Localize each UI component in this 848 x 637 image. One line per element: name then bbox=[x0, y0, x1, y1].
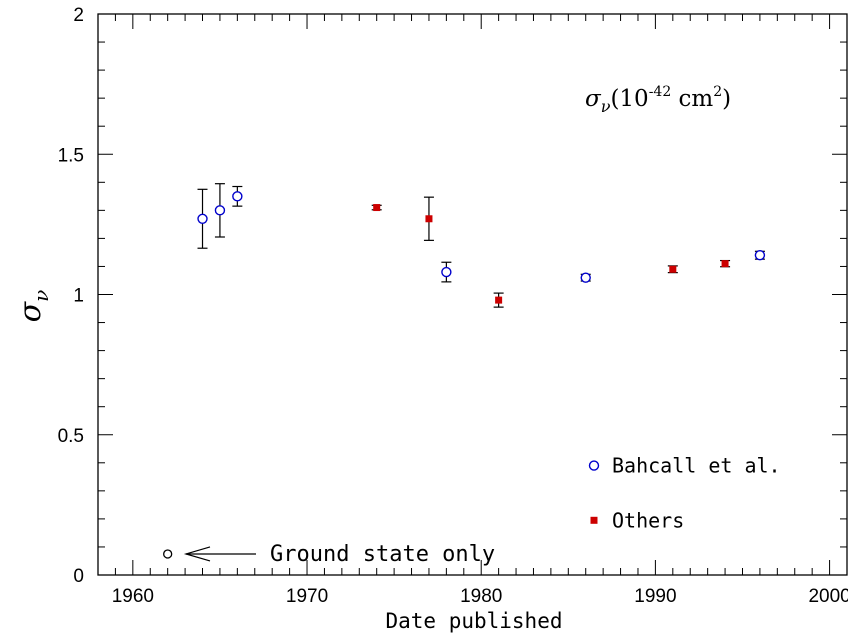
data-point bbox=[441, 261, 452, 283]
marker-filled-square bbox=[425, 215, 433, 223]
legend-label: Others bbox=[612, 508, 684, 532]
annotation-marker bbox=[163, 549, 173, 559]
data-point bbox=[197, 188, 208, 249]
marker-filled-square bbox=[373, 204, 381, 212]
plot-frame bbox=[97, 13, 848, 576]
x-tick-label: 1970 bbox=[286, 586, 328, 607]
x-tick-label: 1990 bbox=[634, 586, 676, 607]
data-point bbox=[720, 259, 731, 268]
units-subscript: ν bbox=[601, 97, 611, 116]
units-unit: cm bbox=[671, 86, 713, 112]
units-symbol: σ bbox=[585, 86, 602, 112]
units-close: ) bbox=[722, 86, 731, 112]
data-point bbox=[371, 204, 382, 212]
x-tick-label: 2000 bbox=[808, 586, 848, 607]
units-exponent: -42 bbox=[649, 84, 672, 100]
units-unit-exponent: 2 bbox=[713, 84, 722, 100]
marker-open-circle bbox=[197, 213, 208, 224]
y-tick-label: 2 bbox=[73, 5, 84, 26]
units-open: (10 bbox=[610, 86, 648, 112]
data-point bbox=[493, 292, 504, 308]
axis-ticks bbox=[97, 13, 848, 576]
legend-item: Bahcall et al. bbox=[588, 454, 781, 478]
marker-open-circle bbox=[754, 250, 766, 261]
marker-filled-square bbox=[495, 296, 503, 304]
marker-open-circle bbox=[580, 272, 591, 283]
y-tick-label: 1 bbox=[73, 286, 84, 307]
x-tick-label: 1980 bbox=[460, 586, 502, 607]
marker-filled-square bbox=[669, 265, 677, 273]
data-point bbox=[754, 250, 766, 261]
data-point bbox=[423, 196, 434, 241]
marker-open-circle bbox=[214, 205, 226, 216]
x-tick-label: 1960 bbox=[112, 586, 154, 607]
y-axis-label: σν bbox=[13, 290, 53, 323]
y-tick-label: 0.5 bbox=[58, 426, 84, 447]
tick-labels: 1960 1970 1980 1990 2000 0 0.5 1 1.5 2 bbox=[58, 5, 848, 607]
legend-marker-filled-square bbox=[590, 516, 598, 524]
marker-open-circle bbox=[232, 191, 243, 202]
data-points bbox=[197, 183, 766, 308]
x-axis-label: Date published bbox=[385, 609, 562, 633]
legend-marker-open-circle bbox=[588, 460, 600, 471]
ground-state-annotation: Ground state only bbox=[163, 542, 495, 567]
legend: Bahcall et al. Others bbox=[588, 454, 781, 532]
y-axis-label-symbol: σ bbox=[13, 300, 48, 322]
marker-open-circle bbox=[441, 266, 452, 278]
y-tick-label: 1.5 bbox=[58, 145, 84, 166]
data-point bbox=[232, 185, 243, 207]
plot-border bbox=[97, 13, 848, 576]
data-point bbox=[214, 183, 226, 238]
legend-label: Bahcall et al. bbox=[612, 454, 781, 478]
y-axis-label-subscript: ν bbox=[29, 290, 53, 302]
marker-filled-square bbox=[721, 260, 729, 268]
y-tick-label: 0 bbox=[73, 566, 84, 587]
legend-item: Others bbox=[590, 508, 684, 532]
data-point bbox=[580, 272, 591, 283]
units-annotation: σν(10-42 cm2) bbox=[585, 84, 731, 116]
annotation-text: Ground state only bbox=[270, 542, 495, 567]
annotation-arrow-head bbox=[183, 546, 211, 562]
data-point bbox=[667, 265, 678, 274]
